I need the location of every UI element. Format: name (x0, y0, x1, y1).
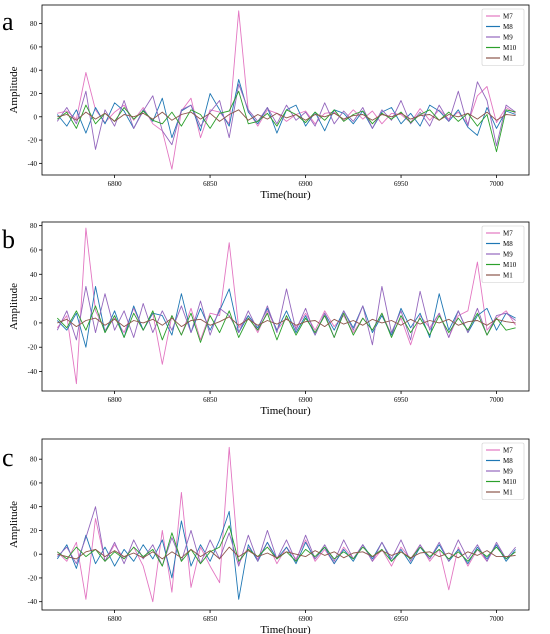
y-tick-label: 20 (30, 295, 38, 303)
y-tick-label: 20 (30, 90, 38, 98)
y-tick-label: 0 (34, 319, 38, 327)
x-tick-label: 6800 (108, 396, 123, 404)
legend-label-m9: M9 (503, 468, 513, 476)
legend-label-m8: M8 (503, 457, 513, 465)
y-tick-label: -20 (28, 137, 38, 145)
axes-frame (41, 438, 530, 611)
legend-box (481, 442, 525, 500)
y-tick-label: -20 (28, 574, 38, 582)
x-tick-label: 6950 (394, 180, 409, 188)
chart-panel-a: a -40 -20 0 20 40 60 80 6800 6850 6900 6950 7000 Time… (2, 4, 530, 201)
legend-box (481, 8, 525, 66)
series-line-m1 (57, 109, 516, 122)
series-line-m9 (56, 506, 516, 567)
legend-label-m9: M9 (503, 34, 513, 42)
series-line-m7 (56, 446, 516, 603)
x-tick-label: 6850 (203, 396, 218, 404)
legend-label-m1: M1 (503, 272, 513, 280)
legend-label-m7: M7 (503, 447, 513, 455)
y-tick-label: 80 (30, 456, 38, 464)
y-tick-label: 0 (34, 551, 38, 559)
legend-label-m10: M10 (503, 44, 517, 52)
legend: M7 M8 M9 M10 M1 (481, 225, 525, 283)
y-tick-label: 60 (30, 479, 38, 487)
legend: M7 M8 M9 M10 M1 (481, 442, 525, 500)
panel-label: b (2, 225, 15, 254)
legend-label-m8: M8 (503, 23, 513, 31)
panel-label: a (2, 7, 14, 36)
y-tick-label: -40 (28, 160, 38, 168)
series-line-m1 (57, 316, 516, 328)
series-line-m7 (57, 10, 516, 170)
x-tick-label: 6950 (394, 615, 409, 623)
axes-frame (41, 221, 530, 392)
y-tick-label: 0 (34, 113, 38, 121)
y-tick-label: 60 (30, 43, 38, 51)
x-tick-label: 7000 (490, 396, 505, 404)
series-group (56, 446, 516, 603)
legend-label-m7: M7 (503, 13, 513, 21)
legend-label-m1: M1 (503, 489, 513, 497)
x-tick-label: 6900 (299, 396, 314, 404)
x-tick-label: 7000 (490, 615, 505, 623)
chart-panel-c: c -40 -20 0 20 40 60 80 6800 6850 6900 6950 7000 Time… (2, 438, 530, 634)
y-tick-label: 40 (30, 67, 38, 75)
x-tick-label: 7000 (490, 180, 505, 188)
legend-label-m7: M7 (503, 230, 513, 238)
axes-frame (41, 4, 530, 176)
y-tick-label: 80 (30, 20, 38, 28)
series-line-m9 (56, 285, 516, 346)
legend-label-m10: M10 (503, 261, 517, 269)
x-tick-label: 6900 (299, 615, 314, 623)
series-line-m8 (56, 510, 516, 600)
x-axis-label: Time(hour) (260, 405, 311, 417)
legend-label-m10: M10 (503, 478, 517, 486)
series-line-m1 (57, 546, 516, 560)
y-tick-label: -40 (28, 368, 38, 376)
y-tick-label: 20 (30, 527, 38, 535)
y-axis-label: Amplitude (8, 283, 20, 330)
x-tick-label: 6900 (299, 180, 314, 188)
x-tick-label: 6850 (203, 615, 218, 623)
series-line-m8 (56, 285, 516, 348)
series-line-m9 (56, 81, 516, 150)
panel-label: c (2, 443, 14, 472)
y-axis-label: Amplitude (8, 501, 20, 548)
legend-box (481, 225, 525, 283)
y-tick-label: 60 (30, 246, 38, 254)
series-line-m10 (56, 305, 516, 343)
y-tick-label: -20 (28, 344, 38, 352)
y-tick-label: 40 (30, 503, 38, 511)
legend-label-m1: M1 (503, 55, 513, 63)
legend-label-m8: M8 (503, 240, 513, 248)
x-axis-label: Time(hour) (260, 624, 311, 634)
series-group (56, 10, 516, 170)
legend-label-m9: M9 (503, 251, 513, 259)
series-group (56, 227, 516, 385)
y-axis-label: Amplitude (8, 66, 20, 113)
x-tick-label: 6950 (394, 396, 409, 404)
legend: M7 M8 M9 M10 M1 (481, 8, 525, 66)
x-tick-label: 6800 (108, 180, 123, 188)
y-tick-label: -40 (28, 598, 38, 606)
x-tick-label: 6850 (203, 180, 218, 188)
chart-panel-b: b -40 -20 0 20 40 60 80 6800 6850 6900 6950 7000 Time… (2, 221, 530, 417)
x-axis-label: Time(hour) (260, 189, 311, 201)
y-tick-label: 80 (30, 222, 38, 230)
series-line-m7 (56, 227, 516, 385)
y-tick-label: 40 (30, 271, 38, 279)
x-tick-label: 6800 (108, 615, 123, 623)
